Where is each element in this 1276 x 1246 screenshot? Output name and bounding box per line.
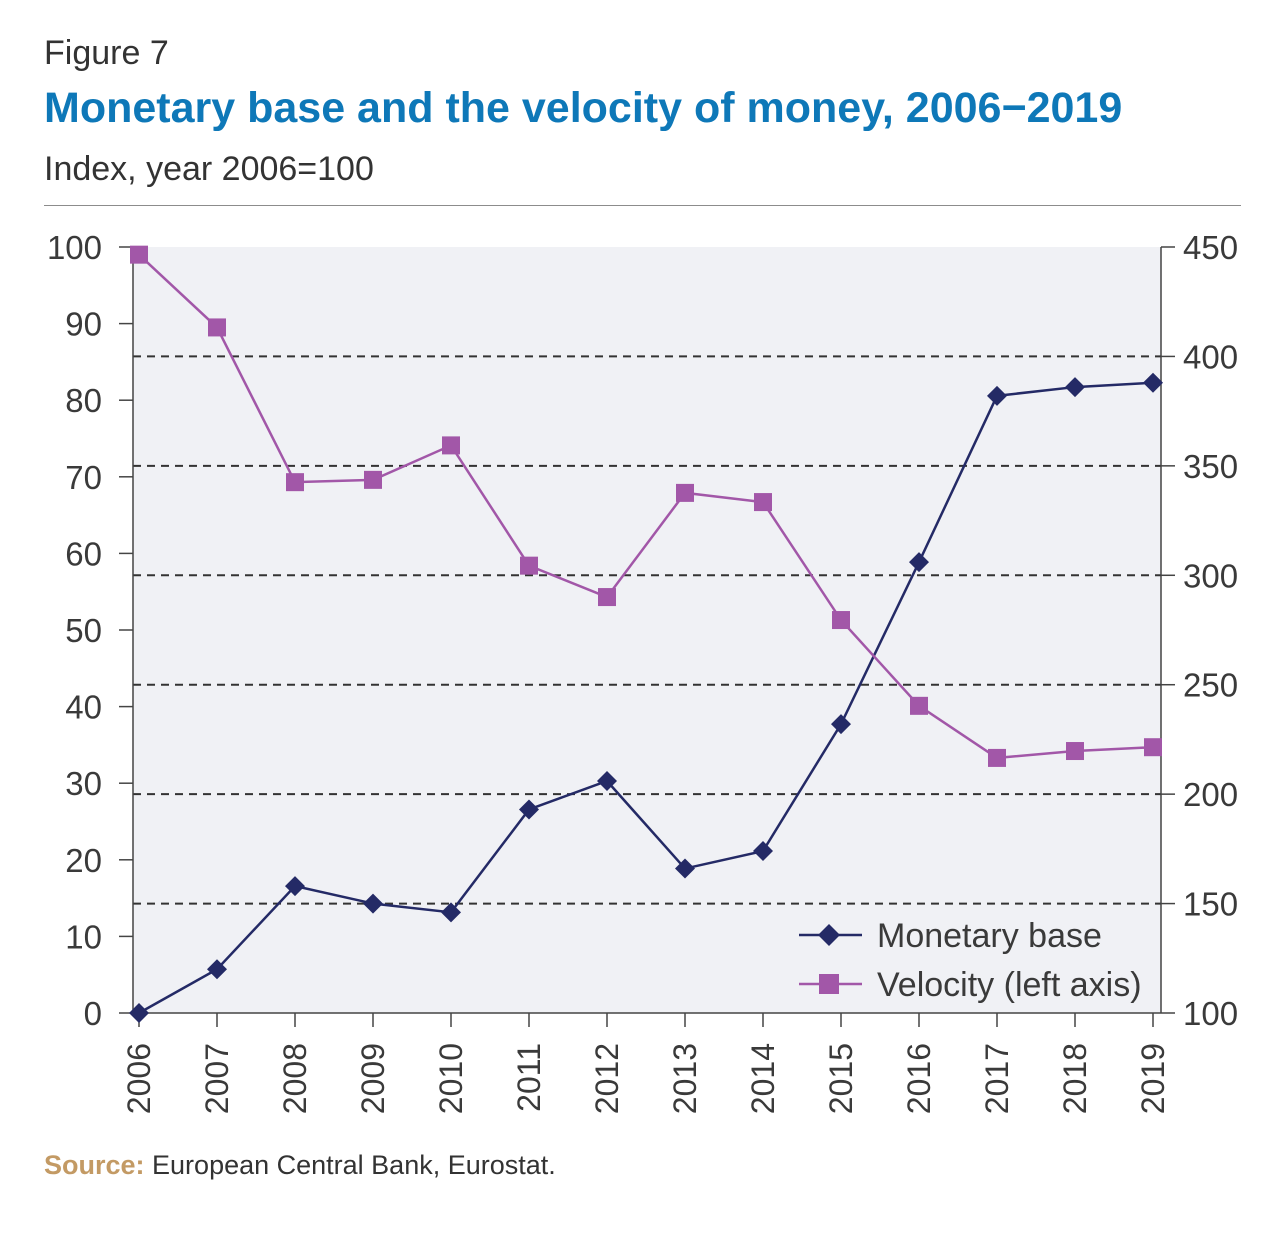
data-point — [988, 748, 1006, 767]
x-tick-label: 2018 — [1057, 1043, 1093, 1114]
data-point — [675, 858, 695, 879]
left-tick-label: 30 — [65, 765, 102, 802]
data-point — [598, 588, 616, 607]
right-tick-label: 400 — [1183, 338, 1238, 375]
data-point — [1066, 742, 1084, 761]
series-line — [138, 253, 1154, 760]
series-group — [129, 245, 1163, 1023]
x-tick-label: 2013 — [667, 1043, 703, 1114]
legend-label: Monetary base — [877, 917, 1102, 955]
header-divider — [44, 205, 1241, 206]
right-tick-label: 150 — [1183, 886, 1238, 923]
source-label: Source: — [44, 1150, 145, 1180]
data-point — [129, 1003, 149, 1023]
right-tick-label: 100 — [1183, 995, 1238, 1032]
x-tick-label: 2006 — [121, 1043, 157, 1114]
x-tick-label: 2007 — [199, 1043, 235, 1114]
data-point — [363, 893, 383, 914]
left-tick-label: 60 — [65, 535, 102, 572]
left-tick-label: 70 — [65, 459, 102, 496]
data-point — [910, 696, 928, 715]
figure-label: Figure 7 — [44, 34, 169, 72]
chart-title: Monetary base and the velocity of money,… — [44, 84, 1123, 132]
data-point — [207, 959, 227, 980]
axes: 0 10 20 30 40 50 60 70 80 90 100 100 150 200 250 300 350… — [47, 229, 1238, 1114]
plot-area — [133, 247, 1161, 1013]
data-point — [909, 552, 929, 573]
x-tick-label: 2011 — [511, 1043, 547, 1112]
data-point — [364, 470, 382, 489]
data-point — [442, 436, 460, 455]
x-tick-label: 2017 — [979, 1043, 1015, 1114]
source-note: Source: European Central Bank, Eurostat. — [44, 1150, 556, 1181]
left-tick-label: 0 — [84, 995, 102, 1032]
left-tick-label: 100 — [47, 229, 102, 266]
data-point — [441, 902, 461, 923]
data-point — [1144, 738, 1162, 757]
x-tick-label: 2010 — [433, 1043, 469, 1114]
data-point — [286, 473, 304, 492]
data-point — [597, 771, 617, 792]
left-tick-label: 20 — [65, 842, 102, 879]
data-point — [1143, 372, 1163, 393]
data-point — [832, 611, 850, 630]
right-tick-label: 200 — [1183, 776, 1238, 813]
left-tick-label: 10 — [65, 918, 102, 955]
chart-subtitle: Index, year 2006=100 — [44, 150, 374, 188]
legend-marker — [819, 974, 839, 994]
series-line — [138, 381, 1154, 1015]
data-point — [519, 799, 539, 820]
left-tick-label: 90 — [65, 306, 102, 343]
legend: Monetary base Velocity (left axis) — [799, 917, 1142, 1004]
data-point — [520, 556, 538, 575]
legend-marker — [818, 924, 840, 946]
data-point — [208, 318, 226, 337]
left-tick-label: 80 — [65, 382, 102, 419]
right-tick-label: 300 — [1183, 557, 1238, 594]
x-tick-label: 2015 — [823, 1043, 859, 1114]
data-point — [1065, 377, 1085, 398]
data-point — [831, 714, 851, 735]
x-tick-label: 2009 — [355, 1043, 391, 1114]
data-point — [754, 493, 772, 512]
right-tick-label: 450 — [1183, 229, 1238, 266]
legend-label: Velocity (left axis) — [877, 966, 1142, 1004]
left-tick-label: 40 — [65, 689, 102, 726]
data-point — [285, 876, 305, 897]
data-point — [130, 245, 148, 264]
right-tick-label: 250 — [1183, 667, 1238, 704]
x-tick-label: 2019 — [1135, 1043, 1171, 1114]
data-point — [676, 483, 694, 502]
x-tick-label: 2014 — [745, 1043, 781, 1114]
gridlines — [133, 355, 1161, 905]
data-point — [987, 385, 1007, 406]
x-tick-label: 2008 — [277, 1043, 313, 1114]
source-text: European Central Bank, Eurostat. — [144, 1150, 556, 1180]
left-tick-label: 50 — [65, 612, 102, 649]
x-tick-label: 2016 — [901, 1043, 937, 1114]
right-tick-label: 350 — [1183, 448, 1238, 485]
x-tick-label: 2012 — [589, 1043, 625, 1114]
data-point — [753, 841, 773, 862]
